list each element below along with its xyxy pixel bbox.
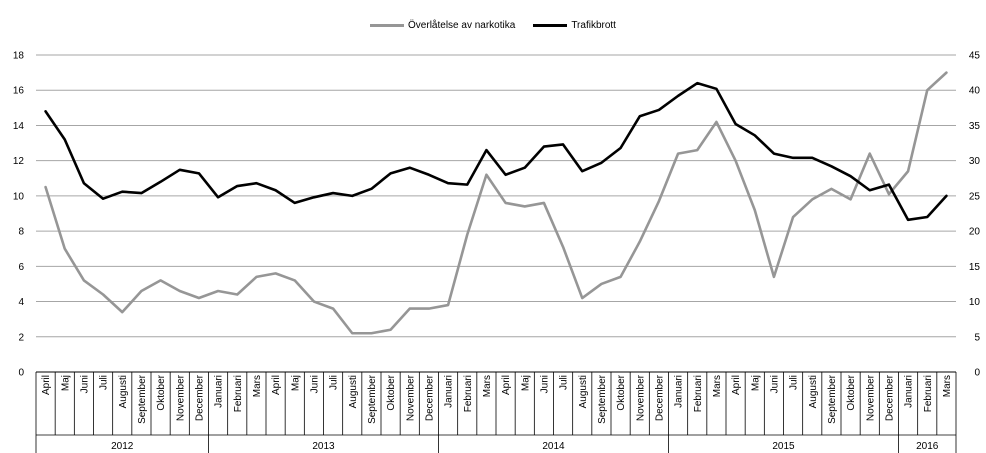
x-year-label: 2012 [111,441,134,452]
x-month-label: December [884,374,895,421]
y-right-tick-label: 15 [969,262,981,273]
y-left-tick-label: 18 [13,51,25,62]
y-left-tick-label: 4 [18,297,24,308]
x-month-label: Juni [79,375,90,393]
x-month-label: Maj [750,375,761,391]
x-month-label: April [501,375,512,395]
x-month-label: Juli [559,375,570,390]
x-month-label: December [654,374,665,421]
x-month-label: Juli [329,375,340,390]
y-right-tick-label: 25 [969,191,981,202]
x-month-label: Oktober [846,374,857,410]
y-left-tick-label: 16 [13,86,25,97]
x-month-label: September [827,374,838,424]
series-line-2 [44,81,948,222]
x-month-label: Oktober [156,374,167,410]
legend-label-series-1: Överlåtelse av narkotika [408,20,516,31]
x-month-label: Februari [693,375,704,412]
x-month-label: Februari [923,375,934,412]
y-left-tick-label: 2 [18,332,24,343]
x-month-label: Augusti [118,375,129,408]
x-month-label: Januari [444,375,455,408]
x-month-label: Juni [769,375,780,393]
x-month-label: November [865,374,876,421]
legend-label-series-2: Trafikbrott [571,20,616,31]
x-month-label: Mars [482,375,493,397]
y-right-tick-label: 30 [969,156,981,167]
x-month-label: April [41,375,52,395]
legend-item-series-2: Trafikbrott [533,20,616,31]
x-month-label: Augusti [808,375,819,408]
x-month-label: November [175,374,186,421]
y-right-tick-label: 45 [969,51,981,62]
x-month-label: November [635,374,646,421]
x-month-label: Januari [674,375,685,408]
x-month-label: Juli [99,375,110,390]
y-right-tick-label: 20 [969,227,981,238]
x-month-label: Oktober [616,374,627,410]
x-month-label: Maj [60,375,71,391]
y-left-tick-label: 12 [13,156,25,167]
y-right-tick-label: 10 [969,297,981,308]
x-month-label: Juni [309,375,320,393]
x-month-label: Augusti [348,375,359,408]
y-right-tick-label: 0 [974,368,980,379]
y-left-tick-label: 14 [13,121,25,132]
x-month-label: Februari [463,375,474,412]
legend-swatch-series-1 [370,24,405,27]
y-right-tick-label: 5 [974,332,980,343]
x-month-label: Oktober [386,374,397,410]
x-month-label: December [194,374,205,421]
x-month-label: Februari [233,375,244,412]
x-month-label: Mars [252,375,263,397]
x-month-label: Januari [214,375,225,408]
x-year-label: 2013 [312,441,335,452]
series-line-1 [44,71,948,335]
x-month-label: Juli [789,375,800,390]
x-month-label: Mars [942,375,953,397]
x-month-label: December [424,374,435,421]
x-month-label: September [597,374,608,424]
chart-legend: Överlåtelse av narkotika Trafikbrott [0,20,986,31]
x-month-label: Augusti [578,375,589,408]
y-right-tick-label: 35 [969,121,981,132]
x-month-label: Juni [539,375,550,393]
x-month-label: September [137,374,148,424]
legend-swatch-series-2 [533,24,568,27]
x-month-label: Maj [520,375,531,391]
x-month-label: Maj [290,375,301,391]
y-left-tick-label: 6 [18,262,24,273]
x-year-label: 2015 [772,441,795,452]
x-year-label: 2016 [916,441,939,452]
x-year-label: 2014 [542,441,565,452]
y-left-tick-label: 0 [18,368,24,379]
y-left-tick-label: 10 [13,191,25,202]
x-month-label: April [731,375,742,395]
x-month-label: September [367,374,378,424]
x-month-label: November [405,374,416,421]
y-right-tick-label: 40 [969,86,981,97]
x-month-label: Januari [904,375,915,408]
x-month-label: April [271,375,282,395]
y-left-tick-label: 8 [18,227,24,238]
x-month-label: Mars [712,375,723,397]
legend-item-series-1: Överlåtelse av narkotika [370,20,515,31]
